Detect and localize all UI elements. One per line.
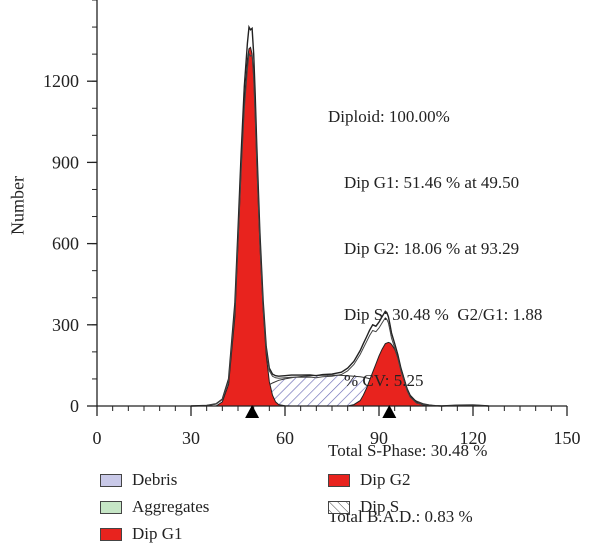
legend-label-dip-s: Dip S (360, 497, 400, 516)
legend-swatch-debris (100, 473, 122, 487)
x-tick-label: 60 (276, 428, 294, 448)
y-tick-label: 1200 (43, 71, 79, 91)
plot-area: 0 30 60 90 120 150 0 300 600 900 1200 (43, 0, 581, 448)
legend-item-dip-g2: Dip G2 (328, 470, 411, 490)
legend-label-debris: Debris (132, 470, 178, 489)
y-axis-label: Number (7, 176, 28, 235)
x-tick-label: 30 (182, 428, 200, 448)
g2-peak-marker (382, 405, 397, 418)
raw-histogram-line (190, 24, 489, 407)
legend-label-dip-g2: Dip G2 (360, 470, 411, 489)
annotation-total-s-phase: Total S-Phase: 30.48 % (328, 441, 488, 460)
legend-item-dip-g1: Dip G1 (100, 524, 183, 544)
legend-label-dip-g1: Dip G1 (132, 524, 183, 543)
x-tick-label: 90 (370, 428, 388, 448)
legend-swatch-dip-s (328, 500, 350, 514)
y-tick-label: 300 (52, 315, 79, 335)
annotation-dip-s: Dip S: 30.48 % G2/G1: 1.88 (344, 305, 543, 324)
x-tick-label: 120 (460, 428, 487, 448)
series-area-dip-g2 (347, 341, 430, 407)
y-tick-label: 0 (70, 396, 79, 416)
annotation-cv: % CV: 5.25 (344, 371, 424, 390)
annotation-dip-g2: Dip G2: 18.06 % at 93.29 (344, 239, 520, 258)
g1-peak-marker (245, 405, 260, 418)
legend-item-aggregates: Aggregates (100, 497, 209, 517)
stats-annotations: Diploid: 100.00% Dip G1: 51.46 % at 49.5… (328, 62, 542, 550)
legend-item-dip-s: Dip S (328, 497, 399, 517)
x-tick-label: 0 (93, 428, 102, 448)
y-tick-label: 900 (52, 152, 79, 172)
annotation-dip-g1: Dip G1: 51.46 % at 49.50 (344, 173, 520, 192)
legend-label-aggregates: Aggregates (132, 497, 210, 516)
legend-swatch-dip-g1 (100, 527, 122, 541)
x-tick-label: 150 (554, 428, 581, 448)
raw-histogram-line-2 (190, 52, 489, 407)
y-tick-label: 600 (52, 234, 79, 254)
legend-swatch-dip-g2 (328, 473, 350, 487)
legend-swatch-aggregates (100, 500, 122, 514)
legend-item-debris: Debris (100, 470, 177, 490)
annotation-diploid: Diploid: 100.00% (328, 107, 450, 126)
series-area-dip-g1 (214, 46, 292, 407)
